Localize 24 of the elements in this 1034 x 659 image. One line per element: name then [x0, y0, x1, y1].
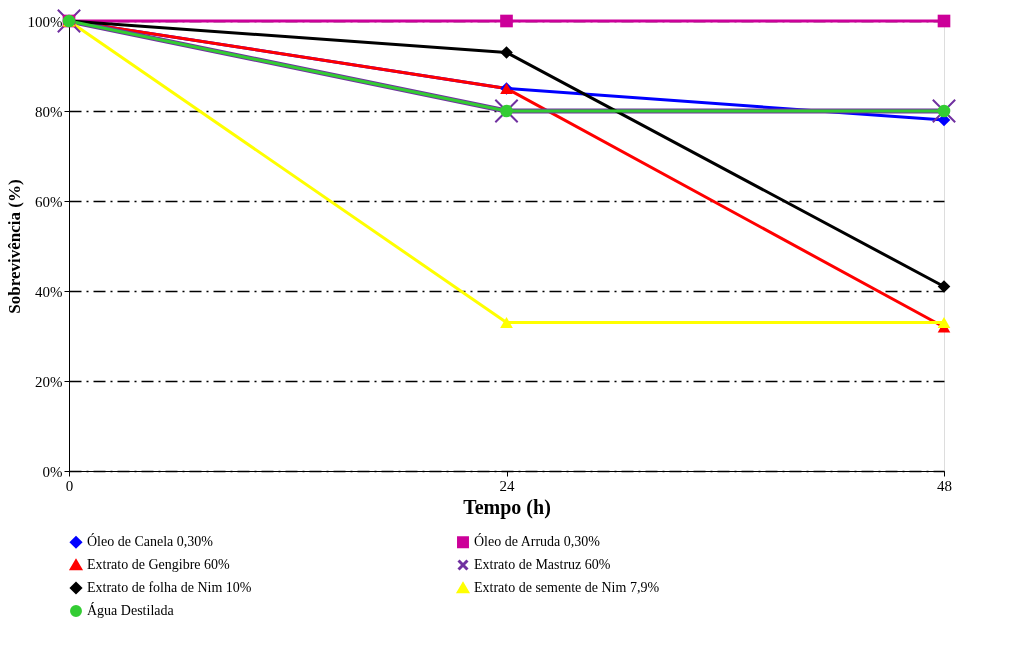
y-tick-label: 80% — [35, 103, 63, 120]
point — [937, 280, 951, 293]
point — [500, 14, 513, 28]
legend-label: Extrato de folha de Nim 10% — [87, 580, 252, 595]
y-tick-label: 100% — [27, 13, 63, 30]
legend-label: Extrato de semente de Nim 7,9% — [474, 580, 660, 595]
y-tick-label: 60% — [35, 193, 63, 210]
x-axis-title: Tempo (h) — [463, 495, 551, 519]
point — [500, 46, 513, 59]
legend-label: Extrato de Gengibre 60% — [87, 557, 231, 572]
x-tick-label: 24 — [499, 477, 515, 494]
point — [937, 104, 951, 118]
y-tick-label: 40% — [35, 283, 63, 300]
legend-label: Extrato de Mastruz 60% — [474, 557, 611, 572]
point — [500, 104, 513, 118]
legend-label: Água Destilada — [87, 602, 175, 618]
legend-label: Óleo de Arruda 0,30% — [474, 533, 601, 550]
y-axis-title: Sobrevivência (%) — [4, 179, 24, 314]
y-tick-label: 20% — [35, 373, 63, 390]
y-tick-label: 0% — [42, 463, 63, 480]
x-tick-label: 48 — [937, 477, 952, 494]
legend-label: Óleo de Canela 0,30% — [87, 533, 214, 550]
x-tick-label: 0 — [65, 477, 74, 494]
point — [937, 14, 951, 28]
